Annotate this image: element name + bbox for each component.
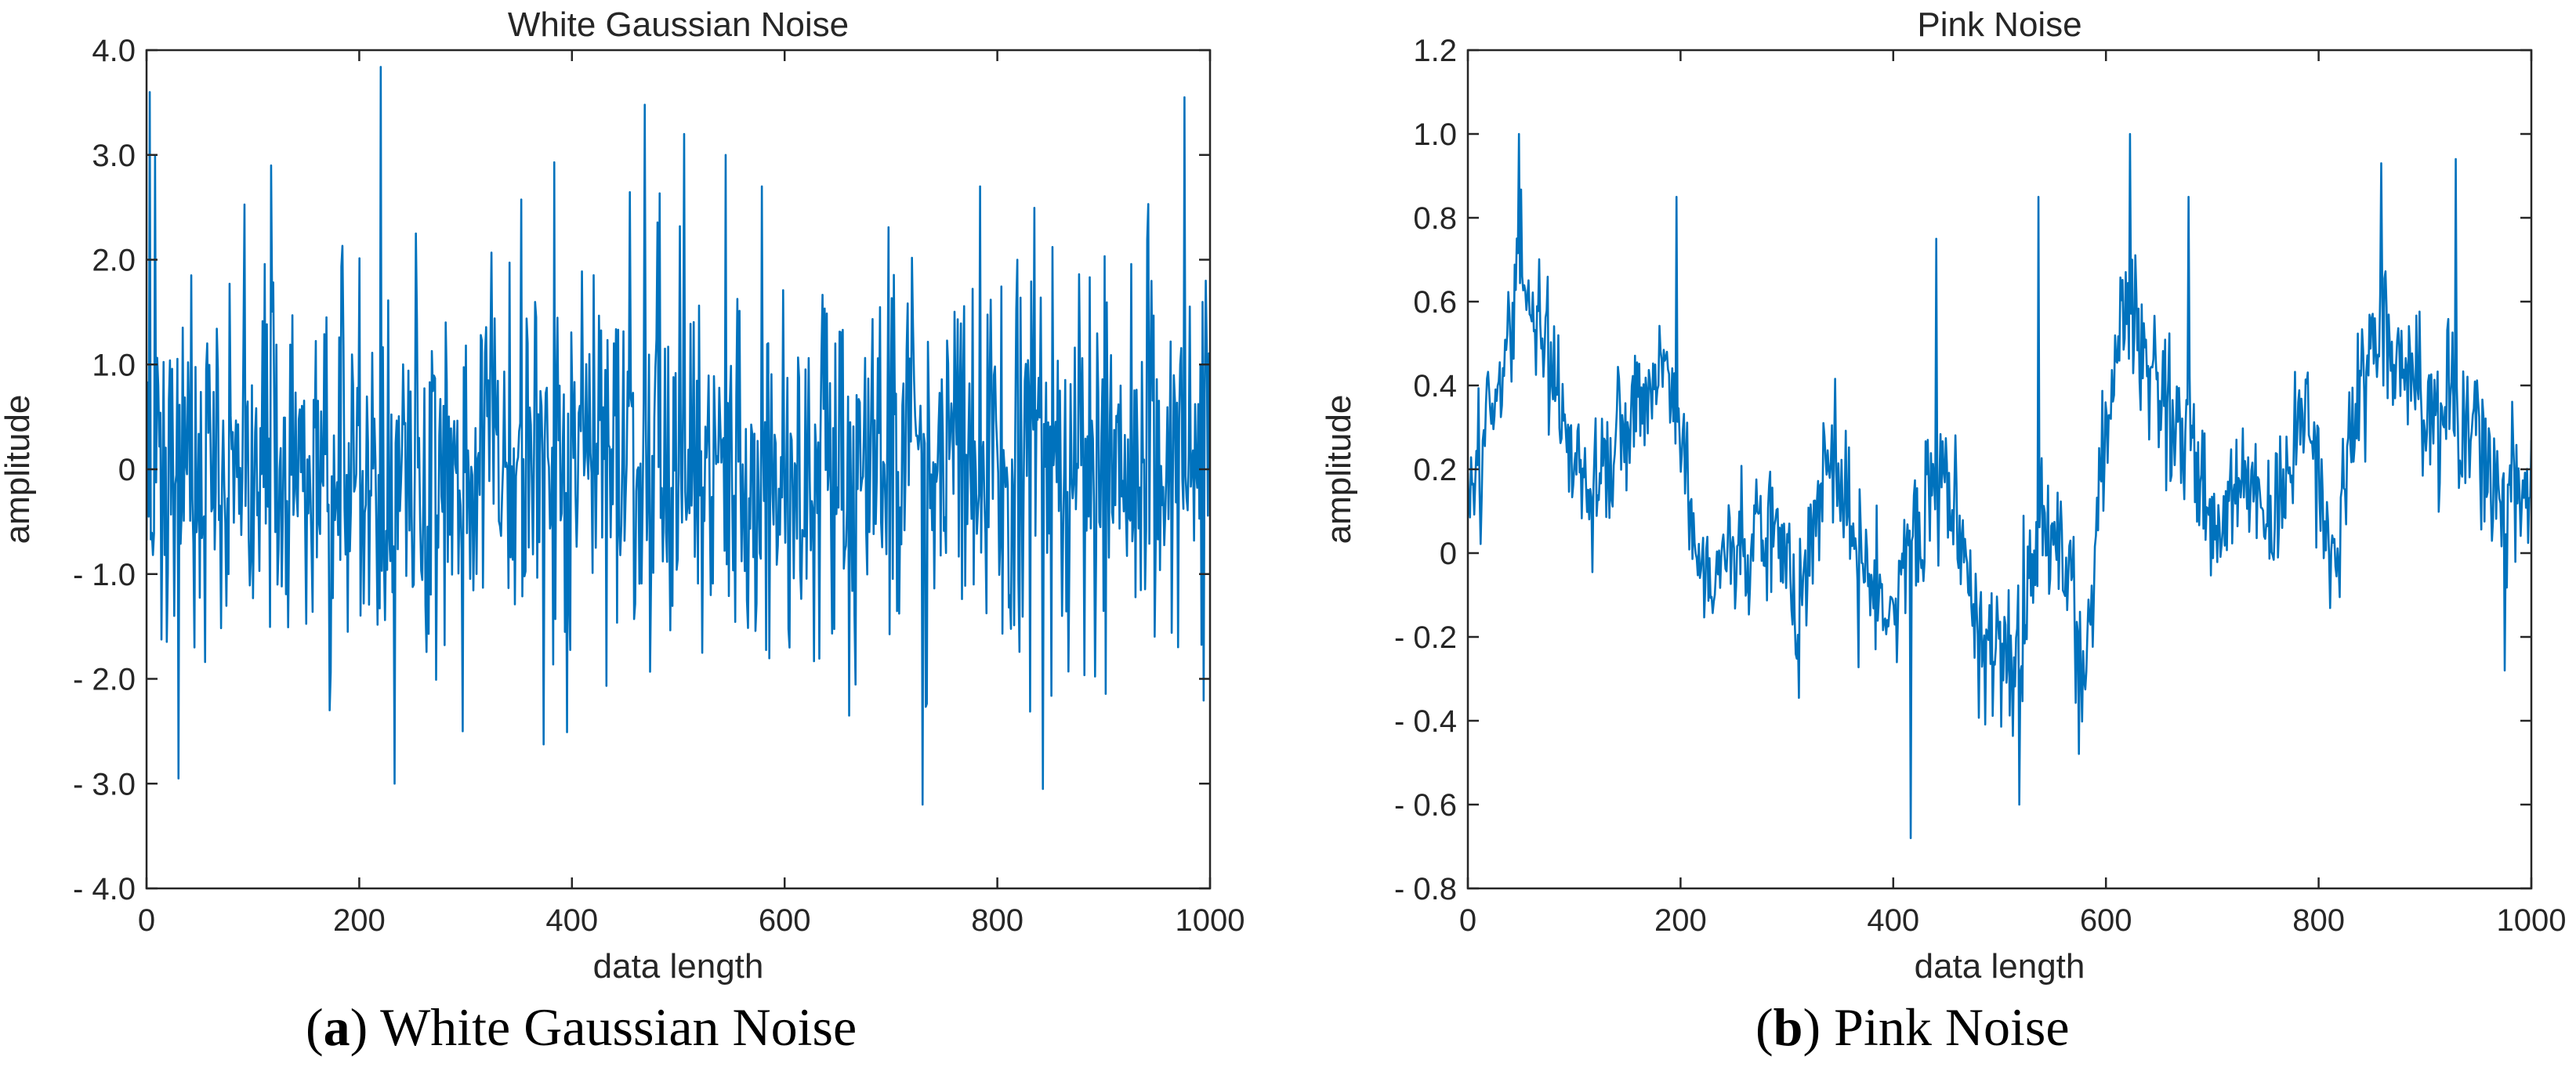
y-axis-label: amplitude bbox=[1320, 395, 1358, 544]
y-tick-label: - 0.2 bbox=[1394, 620, 1457, 655]
chart-white-gaussian-noise: 0 200 400 600 800 1000 4.0 3.0 2.0 1.0 0 - 1.0 - 2.0… bbox=[0, 5, 1245, 986]
y-tick-label: - 4.0 bbox=[73, 872, 136, 906]
x-tick-label: 0 bbox=[138, 903, 155, 938]
caption-a-letter: a bbox=[323, 997, 350, 1057]
y-tick-label: - 0.8 bbox=[1394, 872, 1457, 906]
y-tick-label: - 1.0 bbox=[73, 558, 136, 592]
y-tick-label: - 3.0 bbox=[73, 767, 136, 801]
y-tick-label: 0 bbox=[1440, 537, 1457, 571]
y-tick-label: 1.0 bbox=[92, 348, 136, 382]
y-tick-label: 2.0 bbox=[92, 244, 136, 278]
x-tick-label: 600 bbox=[2080, 903, 2132, 938]
x-tick-label: 0 bbox=[1459, 903, 1476, 938]
y-tick-label: 0 bbox=[118, 453, 136, 487]
chart-title: White Gaussian Noise bbox=[508, 5, 849, 44]
x-tick-label: 400 bbox=[1867, 903, 1919, 938]
y-tick-label: 0.2 bbox=[1413, 453, 1457, 487]
series-line-white_noise bbox=[147, 66, 1210, 806]
x-tick-label: 1000 bbox=[1176, 903, 1245, 938]
y-tick-label: 0.8 bbox=[1413, 201, 1457, 236]
caption-a-text: White Gaussian Noise bbox=[380, 997, 857, 1057]
y-tick-label: - 0.6 bbox=[1394, 788, 1457, 823]
y-tick-label: 4.0 bbox=[92, 34, 136, 68]
x-tick-label: 1000 bbox=[2497, 903, 2567, 938]
x-tick-label: 400 bbox=[545, 903, 598, 938]
y-tick-label: 0.6 bbox=[1413, 285, 1457, 320]
series-line-pink_noise bbox=[1468, 132, 2531, 840]
caption-a-paren-close: ) bbox=[350, 997, 368, 1057]
caption-a: (a) White Gaussian Noise bbox=[306, 997, 857, 1058]
caption-a-paren-open: ( bbox=[306, 997, 324, 1057]
caption-b-paren-open: ( bbox=[1755, 997, 1773, 1057]
plot-area bbox=[1468, 50, 2531, 888]
y-tick-label: 1.2 bbox=[1413, 34, 1457, 68]
x-tick-label: 200 bbox=[333, 903, 386, 938]
x-axis-label: data length bbox=[1915, 947, 2085, 986]
caption-b-paren-close: ) bbox=[1802, 997, 1821, 1057]
y-tick-label: - 0.4 bbox=[1394, 704, 1457, 739]
y-tick-label: 1.0 bbox=[1413, 118, 1457, 152]
y-tick-label: 3.0 bbox=[92, 139, 136, 173]
y-axis-label: amplitude bbox=[0, 395, 37, 544]
x-axis-label: data length bbox=[593, 947, 764, 986]
y-tick-label: - 2.0 bbox=[73, 663, 136, 697]
caption-b: (b) Pink Noise bbox=[1755, 997, 2070, 1058]
x-tick-label: 600 bbox=[759, 903, 811, 938]
x-tick-label: 800 bbox=[971, 903, 1024, 938]
caption-b-text: Pink Noise bbox=[1834, 997, 2070, 1057]
caption-b-letter: b bbox=[1773, 997, 1803, 1057]
x-tick-label: 800 bbox=[2292, 903, 2345, 938]
chart-title: Pink Noise bbox=[1917, 5, 2081, 44]
y-tick-label: 0.4 bbox=[1413, 369, 1457, 403]
x-tick-label: 200 bbox=[1654, 903, 1707, 938]
